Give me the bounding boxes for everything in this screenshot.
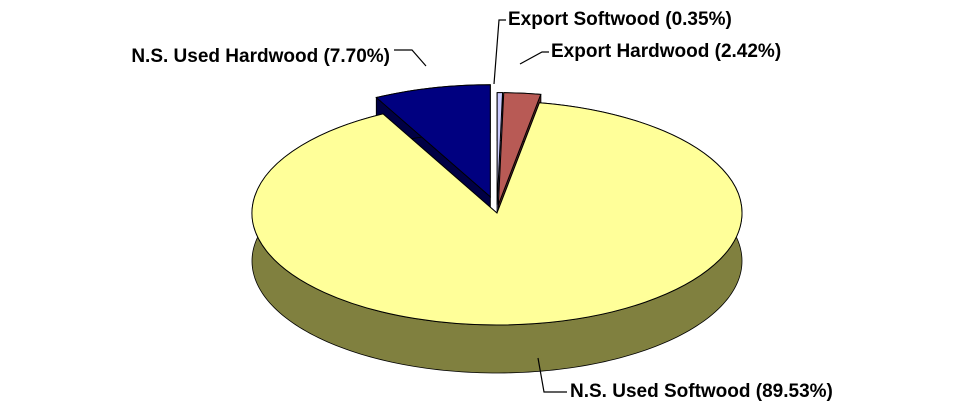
slice-label: N.S. Used Hardwood (7.70%) <box>131 46 390 67</box>
slice-label: Export Hardwood (2.42%) <box>551 41 781 62</box>
slice <box>375 84 491 198</box>
leader-line <box>394 49 427 67</box>
leader-line <box>537 357 567 393</box>
slice <box>496 92 504 205</box>
leader-line <box>519 51 549 65</box>
slice <box>251 102 743 326</box>
slice-label: Export Softwood (0.35%) <box>508 9 732 30</box>
slice-tops <box>251 84 743 326</box>
slice <box>497 92 542 205</box>
slice-label: N.S. Used Softwood (89.53%) <box>570 381 833 402</box>
leader-line <box>493 19 506 85</box>
